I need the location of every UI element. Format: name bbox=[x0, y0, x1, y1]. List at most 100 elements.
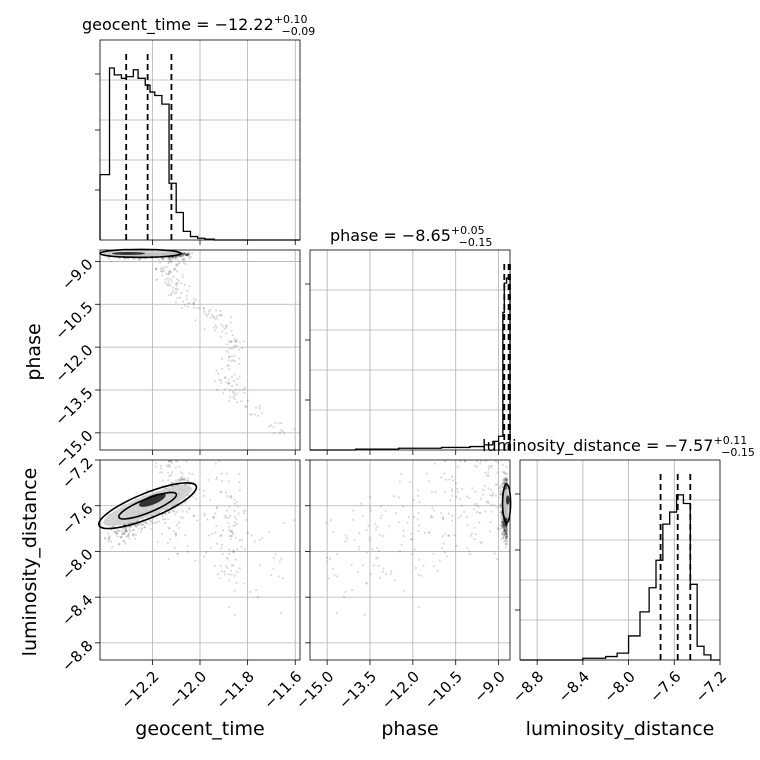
scatter-point-luminosity-distance-vs-geocent-time bbox=[229, 569, 233, 572]
scatter-point-luminosity-distance-vs-phase bbox=[503, 525, 506, 528]
scatter-point-luminosity-distance-vs-phase bbox=[500, 524, 504, 527]
scatter-point-luminosity-distance-vs-geocent-time bbox=[187, 483, 190, 486]
scatter-point-luminosity-distance-vs-geocent-time bbox=[167, 463, 171, 466]
scatter-point-luminosity-distance-vs-phase bbox=[344, 590, 347, 593]
scatter-point-phase-vs-geocent-time bbox=[213, 380, 217, 383]
panel-frame-luminosity-distance-vs-phase bbox=[309, 459, 511, 661]
scatter-point-luminosity-distance-vs-geocent-time bbox=[185, 460, 188, 463]
scatter-point-luminosity-distance-vs-phase bbox=[505, 523, 508, 526]
scatter-point-luminosity-distance-vs-geocent-time bbox=[192, 495, 195, 498]
scatter-point-luminosity-distance-vs-phase bbox=[503, 525, 506, 528]
scatter-point-phase-vs-geocent-time bbox=[181, 253, 184, 256]
scatter-point-luminosity-distance-vs-phase bbox=[480, 541, 483, 545]
scatter-point-luminosity-distance-vs-phase bbox=[499, 486, 502, 489]
scatter-point-luminosity-distance-vs-geocent-time bbox=[125, 526, 128, 530]
scatter-point-luminosity-distance-vs-phase bbox=[475, 502, 478, 505]
scatter-point-phase-vs-geocent-time bbox=[174, 287, 178, 290]
scatter-point-luminosity-distance-vs-phase bbox=[363, 613, 366, 616]
scatter-point-luminosity-distance-vs-geocent-time bbox=[139, 523, 142, 527]
scatter-point-luminosity-distance-vs-phase bbox=[485, 501, 488, 504]
scatter-point-luminosity-distance-vs-phase bbox=[325, 521, 328, 525]
scatter-point-luminosity-distance-vs-geocent-time bbox=[168, 527, 171, 530]
scatter-point-phase-vs-geocent-time bbox=[243, 386, 247, 389]
scatter-point-luminosity-distance-vs-geocent-time bbox=[124, 529, 127, 532]
scatter-point-luminosity-distance-vs-phase bbox=[503, 532, 506, 535]
ytick-label-phase: −13.5 bbox=[51, 384, 96, 429]
xtick-label-luminosity-distance: −7.6 bbox=[646, 668, 684, 706]
scatter-point-phase-vs-geocent-time bbox=[292, 428, 296, 431]
scatter-point-luminosity-distance-vs-phase bbox=[503, 529, 506, 532]
scatter-point-luminosity-distance-vs-phase bbox=[499, 527, 502, 530]
scatter-point-luminosity-distance-vs-phase bbox=[470, 532, 473, 535]
scatter-point-luminosity-distance-vs-phase bbox=[365, 551, 368, 554]
scatter-point-luminosity-distance-vs-geocent-time bbox=[181, 472, 184, 475]
scatter-point-luminosity-distance-vs-phase bbox=[369, 506, 372, 509]
scatter-point-luminosity-distance-vs-geocent-time bbox=[209, 546, 212, 550]
scatter-point-luminosity-distance-vs-phase bbox=[505, 527, 508, 530]
scatter-point-luminosity-distance-vs-geocent-time bbox=[143, 526, 147, 529]
scatter-point-luminosity-distance-vs-phase bbox=[503, 522, 507, 526]
scatter-point-phase-vs-geocent-time bbox=[227, 368, 231, 371]
scatter-point-luminosity-distance-vs-phase bbox=[501, 482, 505, 485]
scatter-point-phase-vs-geocent-time bbox=[226, 382, 229, 385]
scatter-point-phase-vs-geocent-time bbox=[163, 266, 166, 269]
scatter-point-phase-vs-geocent-time bbox=[176, 258, 179, 261]
scatter-point-luminosity-distance-vs-geocent-time bbox=[249, 590, 252, 593]
scatter-point-phase-vs-geocent-time bbox=[155, 267, 158, 270]
scatter-point-luminosity-distance-vs-geocent-time bbox=[172, 510, 175, 513]
scatter-point-phase-vs-geocent-time bbox=[212, 326, 216, 329]
scatter-point-phase-vs-geocent-time bbox=[159, 267, 163, 270]
scatter-point-luminosity-distance-vs-phase bbox=[492, 492, 495, 495]
scatter-point-luminosity-distance-vs-phase bbox=[433, 565, 436, 568]
scatter-point-luminosity-distance-vs-phase bbox=[475, 510, 478, 514]
scatter-point-luminosity-distance-vs-phase bbox=[499, 493, 502, 496]
scatter-point-luminosity-distance-vs-phase bbox=[397, 496, 400, 499]
scatter-point-phase-vs-geocent-time bbox=[123, 258, 126, 261]
scatter-point-phase-vs-geocent-time bbox=[138, 258, 141, 261]
scatter-point-luminosity-distance-vs-geocent-time bbox=[134, 533, 138, 536]
scatter-point-luminosity-distance-vs-geocent-time bbox=[233, 509, 236, 513]
scatter-point-luminosity-distance-vs-geocent-time bbox=[216, 542, 219, 545]
scatter-point-luminosity-distance-vs-phase bbox=[407, 516, 411, 519]
scatter-point-phase-vs-geocent-time bbox=[225, 332, 228, 335]
scatter-point-phase-vs-geocent-time bbox=[182, 259, 185, 262]
scatter-point-luminosity-distance-vs-phase bbox=[413, 548, 416, 551]
scatter-point-luminosity-distance-vs-geocent-time bbox=[144, 521, 148, 524]
scatter-point-luminosity-distance-vs-geocent-time bbox=[106, 532, 110, 535]
scatter-point-luminosity-distance-vs-phase bbox=[327, 577, 330, 580]
scatter-point-luminosity-distance-vs-geocent-time bbox=[227, 605, 230, 609]
scatter-point-phase-vs-geocent-time bbox=[230, 384, 234, 388]
scatter-point-luminosity-distance-vs-phase bbox=[499, 493, 502, 496]
scatter-point-luminosity-distance-vs-geocent-time bbox=[160, 471, 164, 474]
scatter-point-phase-vs-geocent-time bbox=[233, 354, 236, 357]
scatter-point-phase-vs-geocent-time bbox=[220, 314, 223, 317]
scatter-point-phase-vs-geocent-time bbox=[207, 312, 210, 316]
scatter-point-phase-vs-geocent-time bbox=[231, 333, 234, 337]
scatter-point-phase-vs-geocent-time bbox=[107, 257, 110, 260]
histogram-phase bbox=[310, 277, 511, 451]
scatter-point-luminosity-distance-vs-geocent-time bbox=[169, 473, 173, 477]
scatter-point-luminosity-distance-vs-geocent-time bbox=[133, 537, 136, 540]
scatter-point-luminosity-distance-vs-phase bbox=[453, 534, 456, 537]
scatter-point-phase-vs-geocent-time bbox=[158, 261, 162, 264]
scatter-point-phase-vs-geocent-time bbox=[192, 301, 195, 304]
scatter-point-phase-vs-geocent-time bbox=[228, 355, 231, 358]
scatter-point-luminosity-distance-vs-geocent-time bbox=[131, 528, 135, 532]
scatter-point-luminosity-distance-vs-geocent-time bbox=[127, 533, 130, 536]
scatter-point-phase-vs-geocent-time bbox=[173, 267, 176, 270]
scatter-point-luminosity-distance-vs-phase bbox=[486, 473, 489, 477]
scatter-point-phase-vs-geocent-time bbox=[238, 348, 241, 351]
scatter-point-phase-vs-geocent-time bbox=[161, 257, 164, 260]
scatter-point-luminosity-distance-vs-phase bbox=[454, 482, 458, 485]
scatter-point-luminosity-distance-vs-phase bbox=[489, 465, 493, 469]
scatter-point-luminosity-distance-vs-geocent-time bbox=[121, 532, 124, 535]
scatter-point-luminosity-distance-vs-geocent-time bbox=[224, 565, 227, 568]
scatter-point-luminosity-distance-vs-phase bbox=[342, 595, 346, 599]
scatter-point-luminosity-distance-vs-geocent-time bbox=[246, 532, 249, 535]
scatter-point-phase-vs-geocent-time bbox=[231, 359, 234, 362]
scatter-point-phase-vs-geocent-time bbox=[236, 377, 239, 381]
scatter-point-luminosity-distance-vs-geocent-time bbox=[188, 472, 191, 475]
scatter-point-phase-vs-geocent-time bbox=[220, 379, 223, 382]
scatter-point-phase-vs-geocent-time bbox=[176, 297, 179, 300]
scatter-point-luminosity-distance-vs-phase bbox=[457, 516, 460, 519]
